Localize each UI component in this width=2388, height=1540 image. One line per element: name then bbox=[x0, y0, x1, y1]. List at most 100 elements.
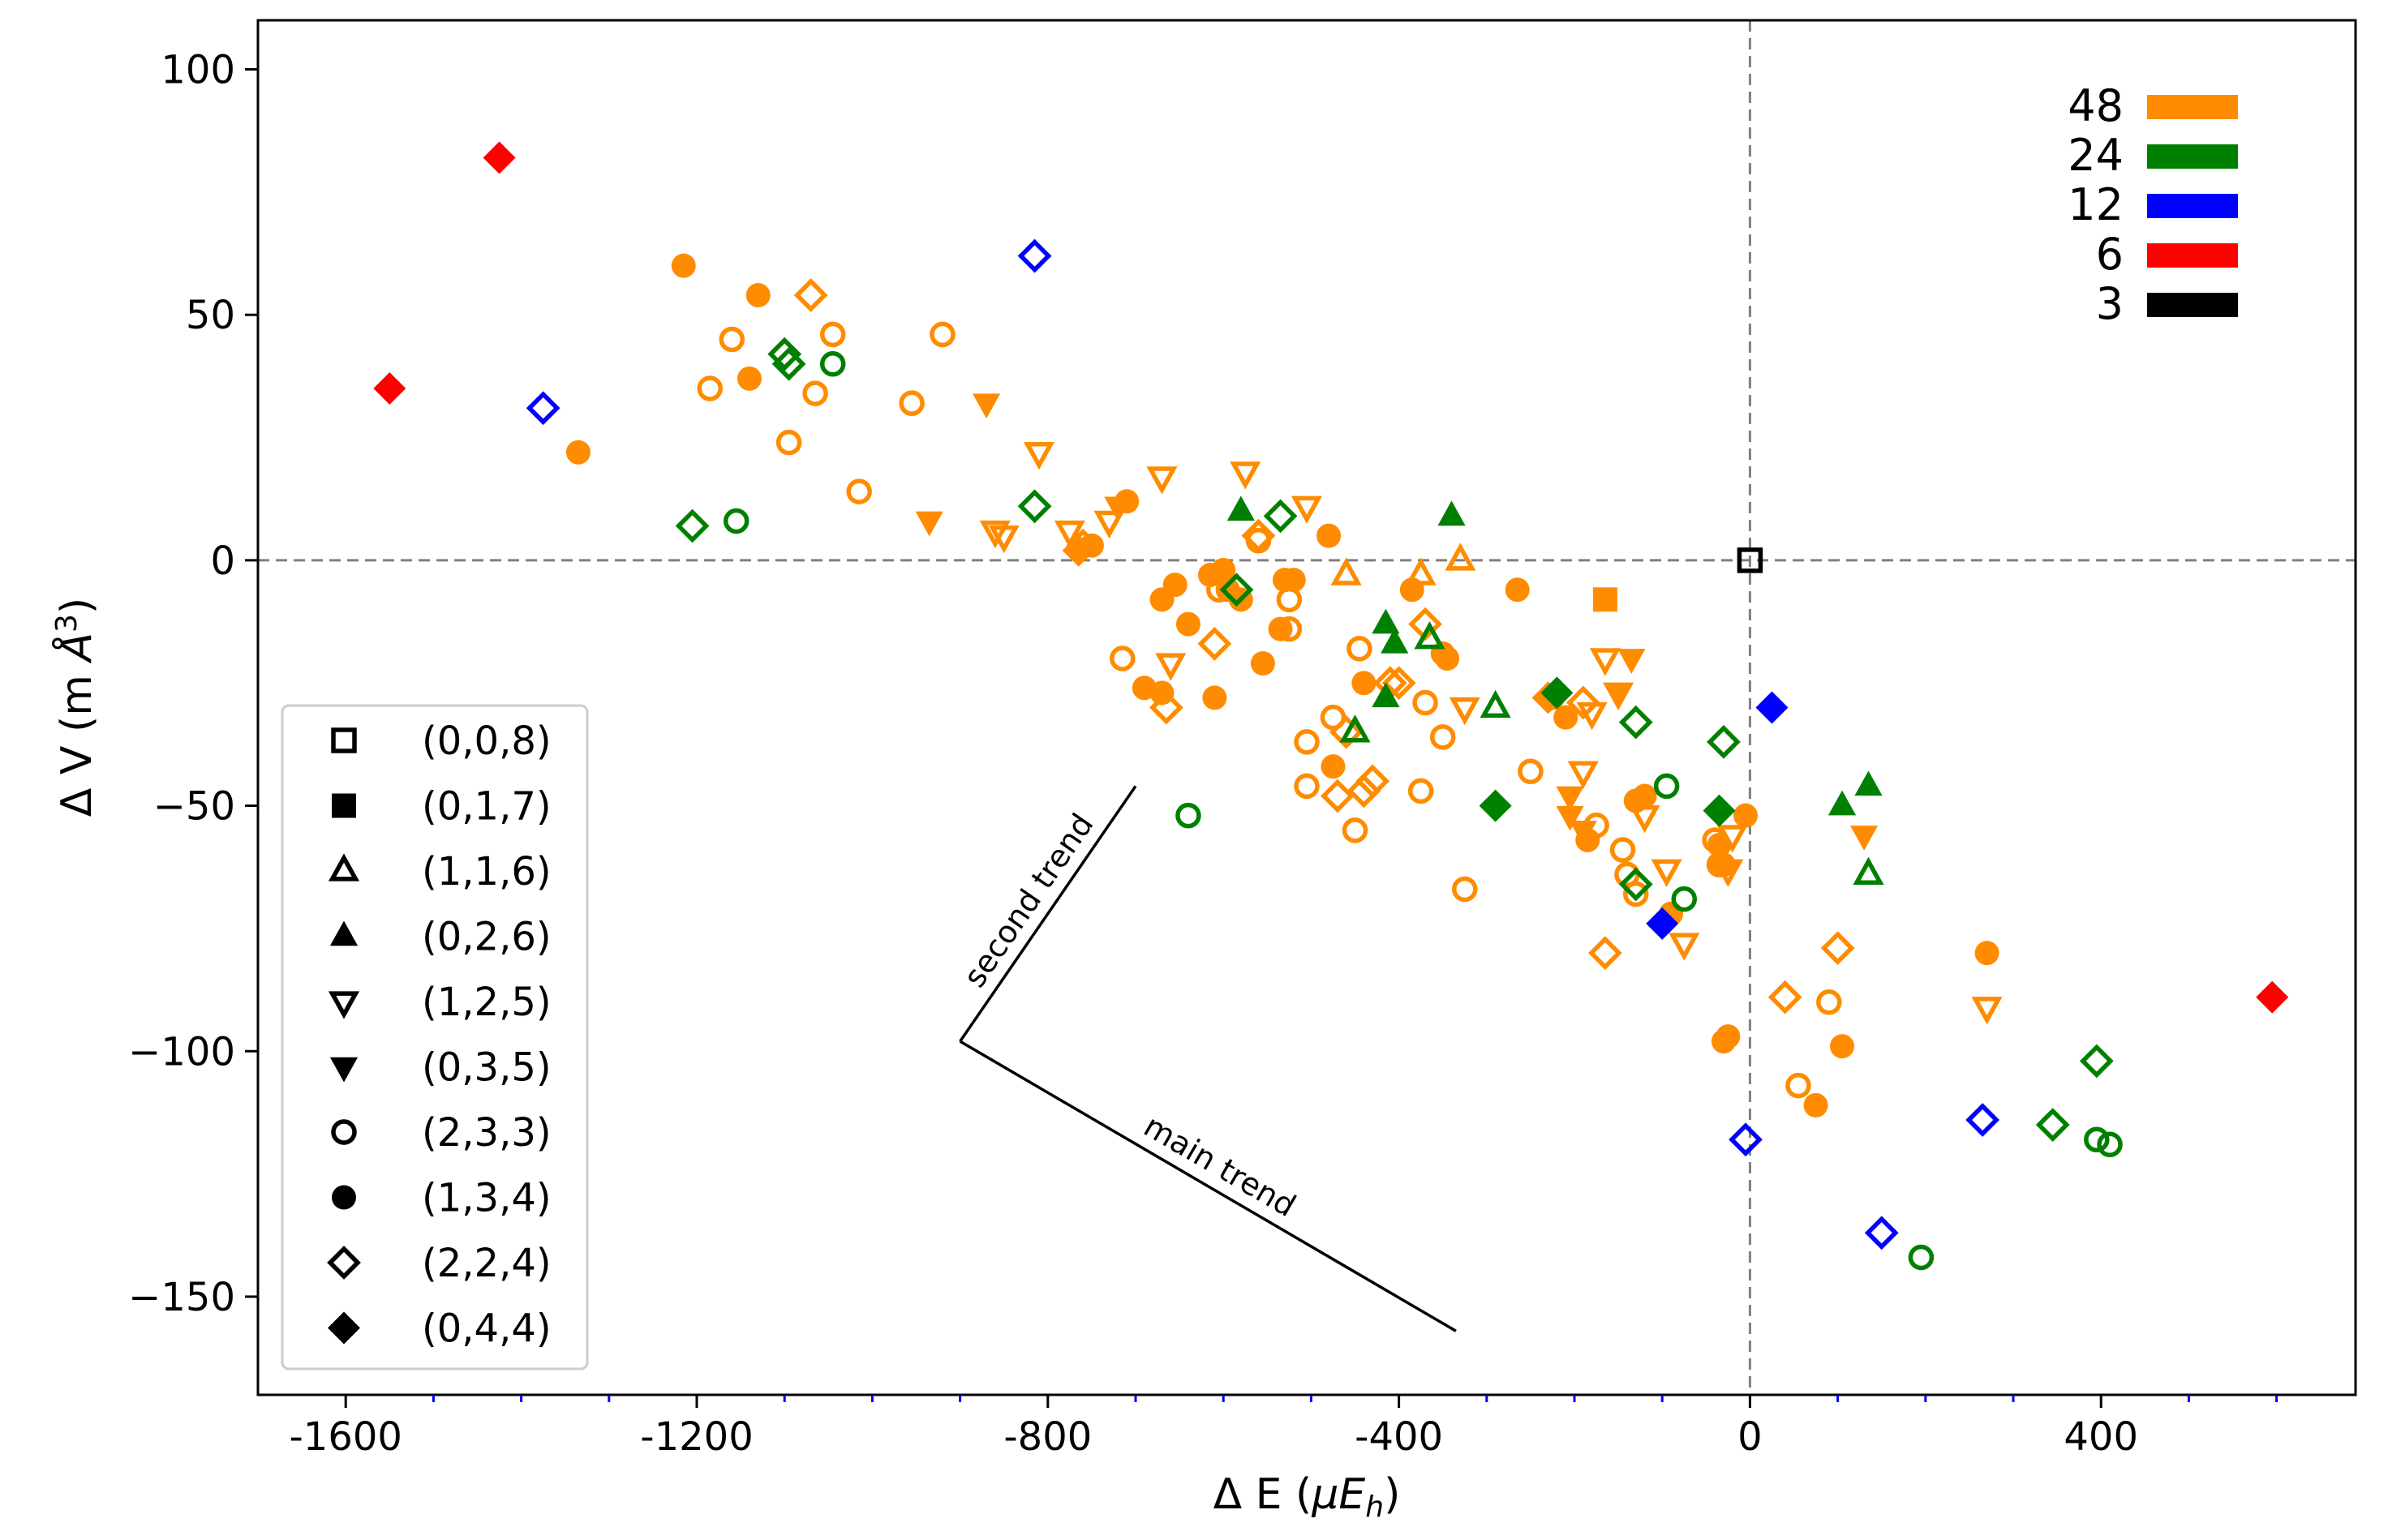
color-legend-label: 6 bbox=[2096, 229, 2124, 280]
data-point bbox=[1206, 577, 1232, 603]
data-point bbox=[899, 390, 925, 416]
data-point bbox=[1175, 611, 1200, 637]
data-point bbox=[1703, 794, 1736, 827]
data-point bbox=[2097, 1131, 2123, 1158]
data-point bbox=[1320, 779, 1355, 813]
data-point bbox=[1281, 568, 1306, 593]
data-point bbox=[373, 372, 406, 405]
data-point bbox=[1219, 573, 1254, 607]
data-point bbox=[719, 326, 745, 353]
data-point bbox=[2079, 1044, 2114, 1079]
data-point bbox=[1276, 586, 1303, 613]
data-point bbox=[1803, 1092, 1828, 1117]
data-point bbox=[1155, 653, 1187, 681]
marker-legend-symbol bbox=[327, 1246, 361, 1280]
data-point bbox=[2084, 1126, 2110, 1152]
marker-legend-label: (0,1,7) bbox=[422, 784, 552, 830]
x-tick-label: -1200 bbox=[640, 1414, 753, 1460]
data-point bbox=[1162, 573, 1188, 598]
data-point bbox=[1276, 616, 1303, 642]
data-point bbox=[1291, 495, 1323, 524]
data-point bbox=[1346, 774, 1381, 809]
data-point bbox=[1830, 1034, 1855, 1059]
data-point bbox=[1381, 628, 1409, 654]
data-point bbox=[1592, 587, 1617, 612]
data-point bbox=[2035, 1108, 2070, 1142]
plot-frame bbox=[256, 19, 2357, 1396]
data-point bbox=[1706, 852, 1733, 877]
color-legend-label: 48 bbox=[2068, 80, 2124, 131]
marker-legend: (0,0,8) (0,1,7) (1,1,6) (0,2,6) (1,2,5) (0,3,… bbox=[281, 704, 589, 1371]
marker-legend-label: (2,2,4) bbox=[422, 1241, 552, 1286]
data-points bbox=[373, 141, 2289, 1271]
y-axis-label: Δ V (m Å3) bbox=[50, 598, 101, 817]
data-point bbox=[1339, 714, 1371, 743]
data-point bbox=[1864, 1216, 1899, 1250]
y-axis: 100 50 0 −50 −100 −150 bbox=[128, 48, 258, 1320]
x-tick-label: -400 bbox=[1355, 1414, 1443, 1460]
data-point bbox=[1263, 499, 1298, 534]
data-point bbox=[526, 391, 560, 426]
data-point bbox=[1054, 520, 1085, 549]
data-point bbox=[1712, 859, 1744, 887]
color-legend-swatch bbox=[2147, 95, 2238, 119]
data-point bbox=[1294, 773, 1320, 800]
data-point bbox=[819, 351, 846, 377]
data-point bbox=[1329, 714, 1364, 749]
data-point bbox=[1729, 1122, 1763, 1157]
color-legend-swatch bbox=[2147, 194, 2238, 218]
data-point bbox=[675, 508, 710, 543]
data-point bbox=[1250, 651, 1275, 676]
data-point bbox=[979, 520, 1011, 549]
data-point bbox=[1589, 648, 1621, 676]
marker-legend-label: (1,3,4) bbox=[422, 1176, 552, 1221]
data-point bbox=[1093, 510, 1125, 539]
data-point bbox=[775, 429, 802, 456]
marker-legend-symbol bbox=[329, 1057, 359, 1083]
data-point bbox=[802, 380, 828, 406]
data-point bbox=[1320, 704, 1346, 731]
marker-legend-symbol bbox=[332, 1185, 356, 1210]
data-point bbox=[1479, 789, 1512, 822]
data-point bbox=[723, 508, 749, 534]
trend-line bbox=[959, 1040, 1457, 1332]
x-tick-label: -1600 bbox=[289, 1414, 402, 1460]
x-tick-label: 0 bbox=[1737, 1414, 1763, 1460]
data-point bbox=[1372, 608, 1400, 634]
data-point bbox=[1346, 636, 1372, 662]
data-point bbox=[1618, 867, 1653, 902]
reference-lines bbox=[258, 20, 2356, 1395]
data-point bbox=[1407, 778, 1434, 804]
data-point bbox=[1316, 523, 1342, 548]
marker-legend-label: (0,0,8) bbox=[422, 719, 552, 764]
data-point bbox=[1617, 649, 1646, 674]
y-tick-label: 100 bbox=[161, 48, 235, 93]
data-point bbox=[1435, 646, 1460, 671]
data-point bbox=[483, 141, 516, 174]
marker-legend-symbol bbox=[329, 920, 359, 946]
data-point bbox=[846, 478, 872, 504]
data-point bbox=[1017, 238, 1052, 273]
data-point bbox=[1294, 729, 1320, 755]
data-point bbox=[1965, 1103, 2000, 1137]
data-point bbox=[1908, 1244, 1935, 1271]
data-point bbox=[1653, 773, 1680, 800]
data-point bbox=[745, 283, 771, 307]
data-point bbox=[1671, 886, 1698, 912]
data-point bbox=[1737, 547, 1763, 573]
data-point bbox=[1755, 691, 1789, 724]
data-point bbox=[1414, 621, 1445, 650]
data-point bbox=[1023, 442, 1055, 470]
data-point bbox=[1372, 682, 1400, 708]
data-point bbox=[1569, 821, 1597, 846]
data-point bbox=[1849, 826, 1879, 851]
data-point bbox=[697, 375, 723, 401]
y-tick-label: 50 bbox=[186, 293, 235, 338]
marker-legend-label: (1,2,5) bbox=[422, 980, 552, 1025]
data-point bbox=[1104, 496, 1132, 522]
data-point bbox=[1716, 825, 1748, 853]
color-legend-label: 12 bbox=[2068, 179, 2124, 230]
data-point bbox=[1211, 558, 1236, 582]
